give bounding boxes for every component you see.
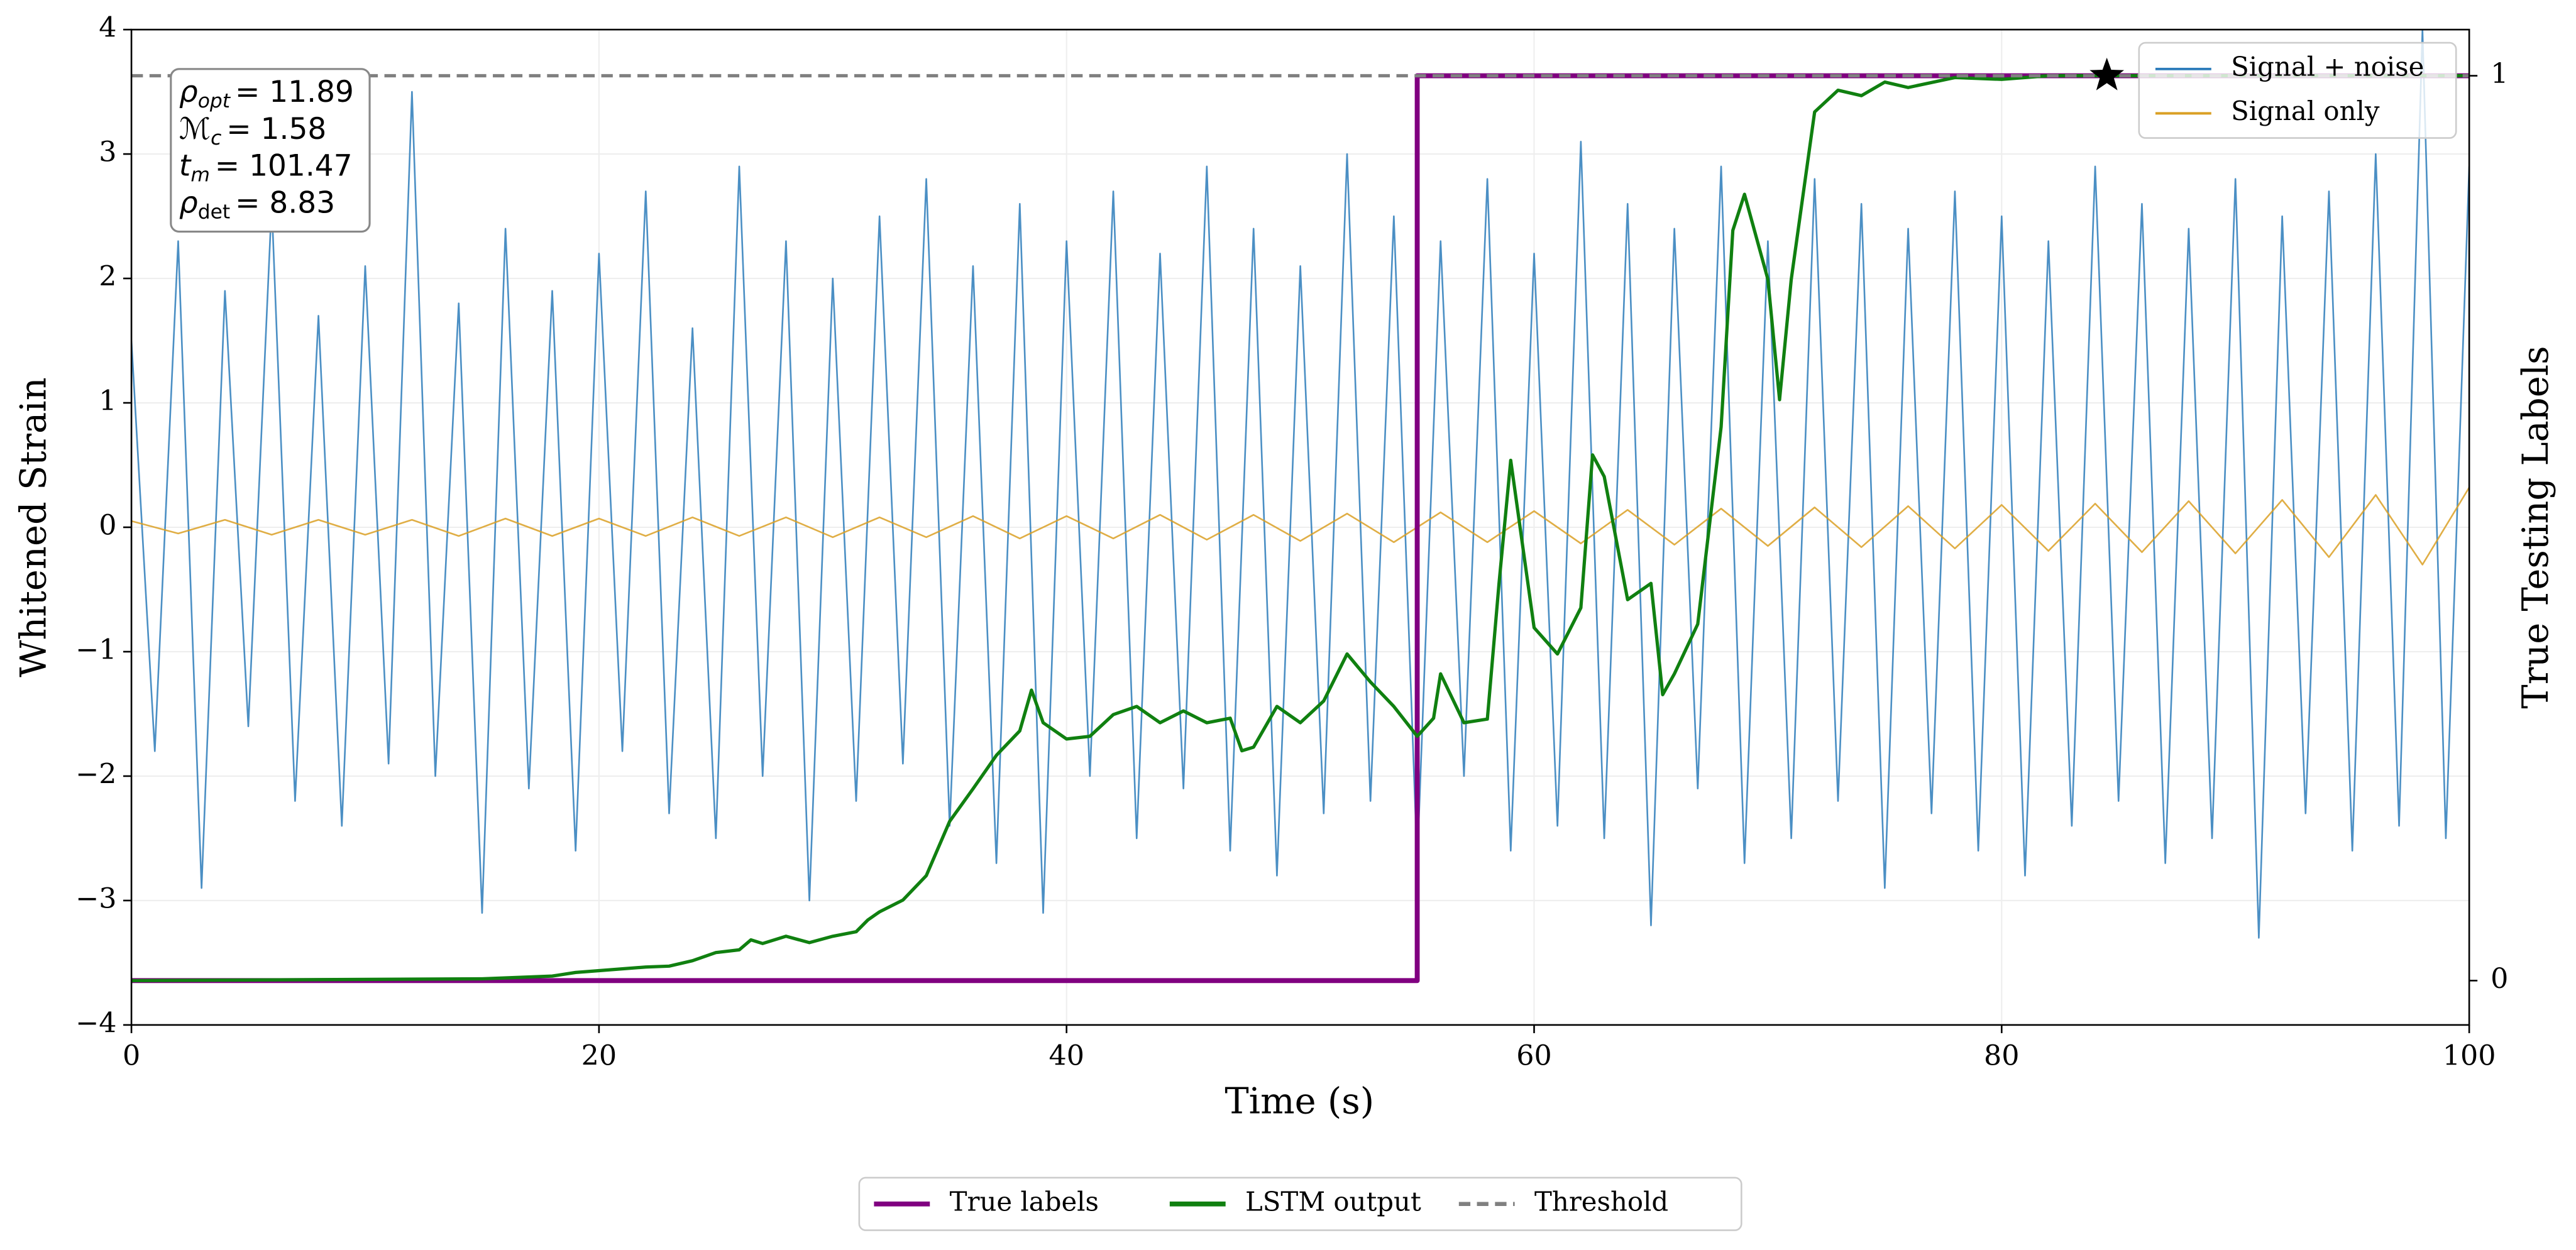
annotation-subscript: det — [198, 201, 230, 224]
annotation-value: = 1.58 — [226, 111, 326, 146]
y-tick-label: 2 — [99, 261, 116, 293]
plot-area — [131, 30, 2470, 984]
annotation-text: ρdet = 8.83 — [179, 185, 335, 224]
annotation-symbol: ρ — [179, 185, 198, 220]
y2-axis-label: True Testing Labels — [2514, 346, 2557, 708]
y2-tick-label: 0 — [2491, 963, 2508, 995]
y-tick-label: −3 — [75, 882, 116, 914]
annotation-symbol: ℳ — [179, 111, 211, 146]
annotation-text: ρopt = 11.89 — [179, 75, 354, 113]
annotation-symbol: t — [179, 148, 192, 183]
legend-label: Signal + noise — [2231, 51, 2424, 82]
series-line — [131, 486, 2470, 566]
x-tick-label: 20 — [581, 1040, 617, 1072]
annotation-symbol: ρ — [179, 75, 198, 109]
annotation-subscript: c — [211, 127, 221, 150]
y-tick-label: −2 — [75, 758, 116, 790]
annotation-value: = 101.47 — [215, 148, 353, 183]
legends: Signal + noise Signal only True labels LSTM… — [858, 41, 2457, 1231]
annotation-text: ℳc = 1.58 — [179, 111, 326, 150]
y-tick-label: 1 — [99, 385, 116, 417]
x-tick-label: 0 — [123, 1040, 140, 1072]
y-tick-label: −4 — [75, 1007, 116, 1039]
annotation-subscript: m — [190, 164, 210, 187]
legend-frame — [858, 1176, 1742, 1231]
y-tick-label: 3 — [99, 136, 116, 168]
x-tick-label: 100 — [2443, 1040, 2496, 1072]
detection-marker — [2089, 57, 2125, 90]
annotation-value: = 8.83 — [235, 185, 335, 220]
series-line — [131, 74, 2470, 982]
x-axis-label: Time (s) — [1225, 1080, 1374, 1122]
legend-label: LSTM output — [1245, 1186, 1421, 1217]
annotation-frame — [170, 68, 371, 233]
annotation-text: tm = 101.47 — [179, 148, 353, 187]
y2-tick-label: 1 — [2491, 58, 2508, 90]
legend-label: True labels — [950, 1186, 1099, 1217]
y-axis-label: Whitened Strain — [13, 377, 55, 677]
x-tick-label: 60 — [1516, 1040, 1552, 1072]
y-tick-label: 0 — [99, 509, 116, 541]
series-line — [131, 30, 2470, 939]
x-tick-label: 80 — [1984, 1040, 2020, 1072]
y-tick-label: 4 — [99, 12, 116, 44]
legend-label: Signal only — [2231, 96, 2380, 126]
legend-label: Threshold — [1534, 1186, 1668, 1217]
y-tick-label: −1 — [75, 633, 116, 666]
legend-frame — [2138, 41, 2457, 139]
x-tick-label: 40 — [1049, 1040, 1084, 1072]
annotation-value: = 11.89 — [235, 75, 354, 109]
annotation-subscript: opt — [198, 90, 231, 112]
